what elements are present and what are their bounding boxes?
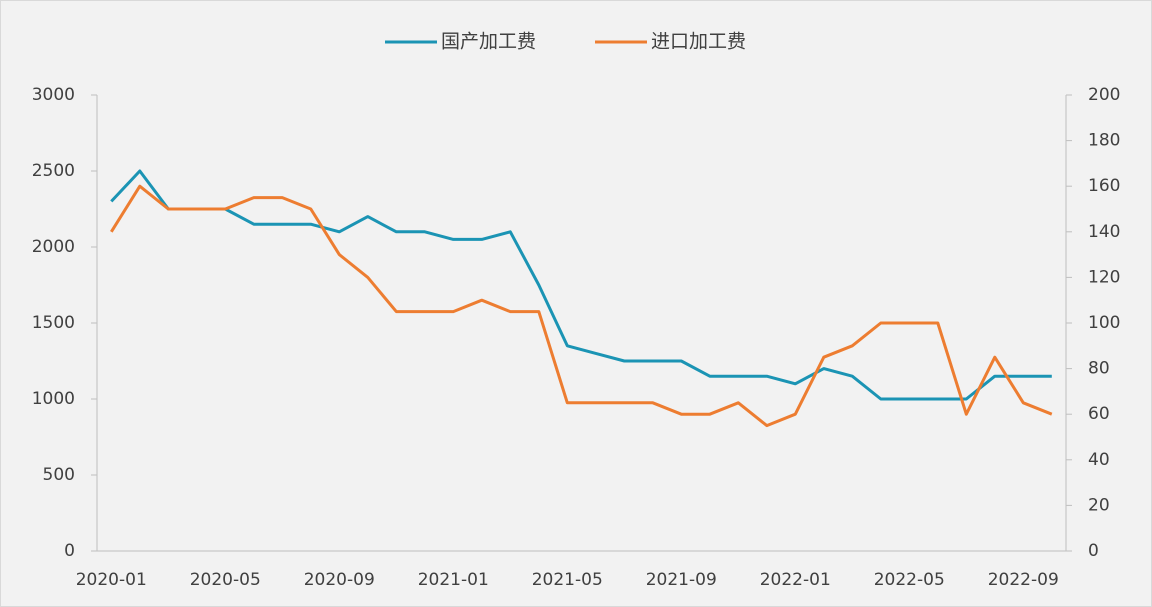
y-tick-label: 500 [43,465,75,485]
y2-tick-label: 40 [1088,450,1110,470]
y2-tick-label: 160 [1088,176,1120,196]
x-tick-label: 2022-05 [874,570,945,590]
y-tick-label: 2000 [32,237,75,257]
y2-tick-label: 20 [1088,495,1110,515]
y2-tick-label: 80 [1088,359,1110,379]
y2-tick-label: 100 [1088,313,1120,333]
x-tick-label: 2020-05 [190,570,261,590]
x-tick-label: 2020-01 [76,570,147,590]
y2-tick-label: 140 [1088,222,1120,242]
y2-tick-label: 120 [1088,267,1120,287]
y-tick-label: 3000 [32,85,75,105]
x-tick-label: 2021-05 [532,570,603,590]
series-line [110,184,1053,428]
x-tick-label: 2022-01 [760,570,831,590]
series-line [110,169,1052,401]
x-tick-label: 2021-09 [646,570,717,590]
y-tick-label: 0 [64,541,75,561]
legend-label: 国产加工费 [441,31,536,53]
y2-tick-label: 0 [1088,541,1099,561]
legend-label: 进口加工费 [651,31,746,53]
y2-tick-label: 200 [1088,85,1120,105]
y-tick-label: 1000 [32,389,75,409]
y2-tick-label: 180 [1088,131,1120,151]
y2-tick-label: 60 [1088,404,1110,424]
x-tick-label: 2020-09 [304,570,375,590]
x-tick-label: 2022-09 [988,570,1059,590]
x-tick-label: 2021-01 [418,570,489,590]
y-tick-label: 2500 [32,161,75,181]
y-tick-label: 1500 [32,313,75,333]
